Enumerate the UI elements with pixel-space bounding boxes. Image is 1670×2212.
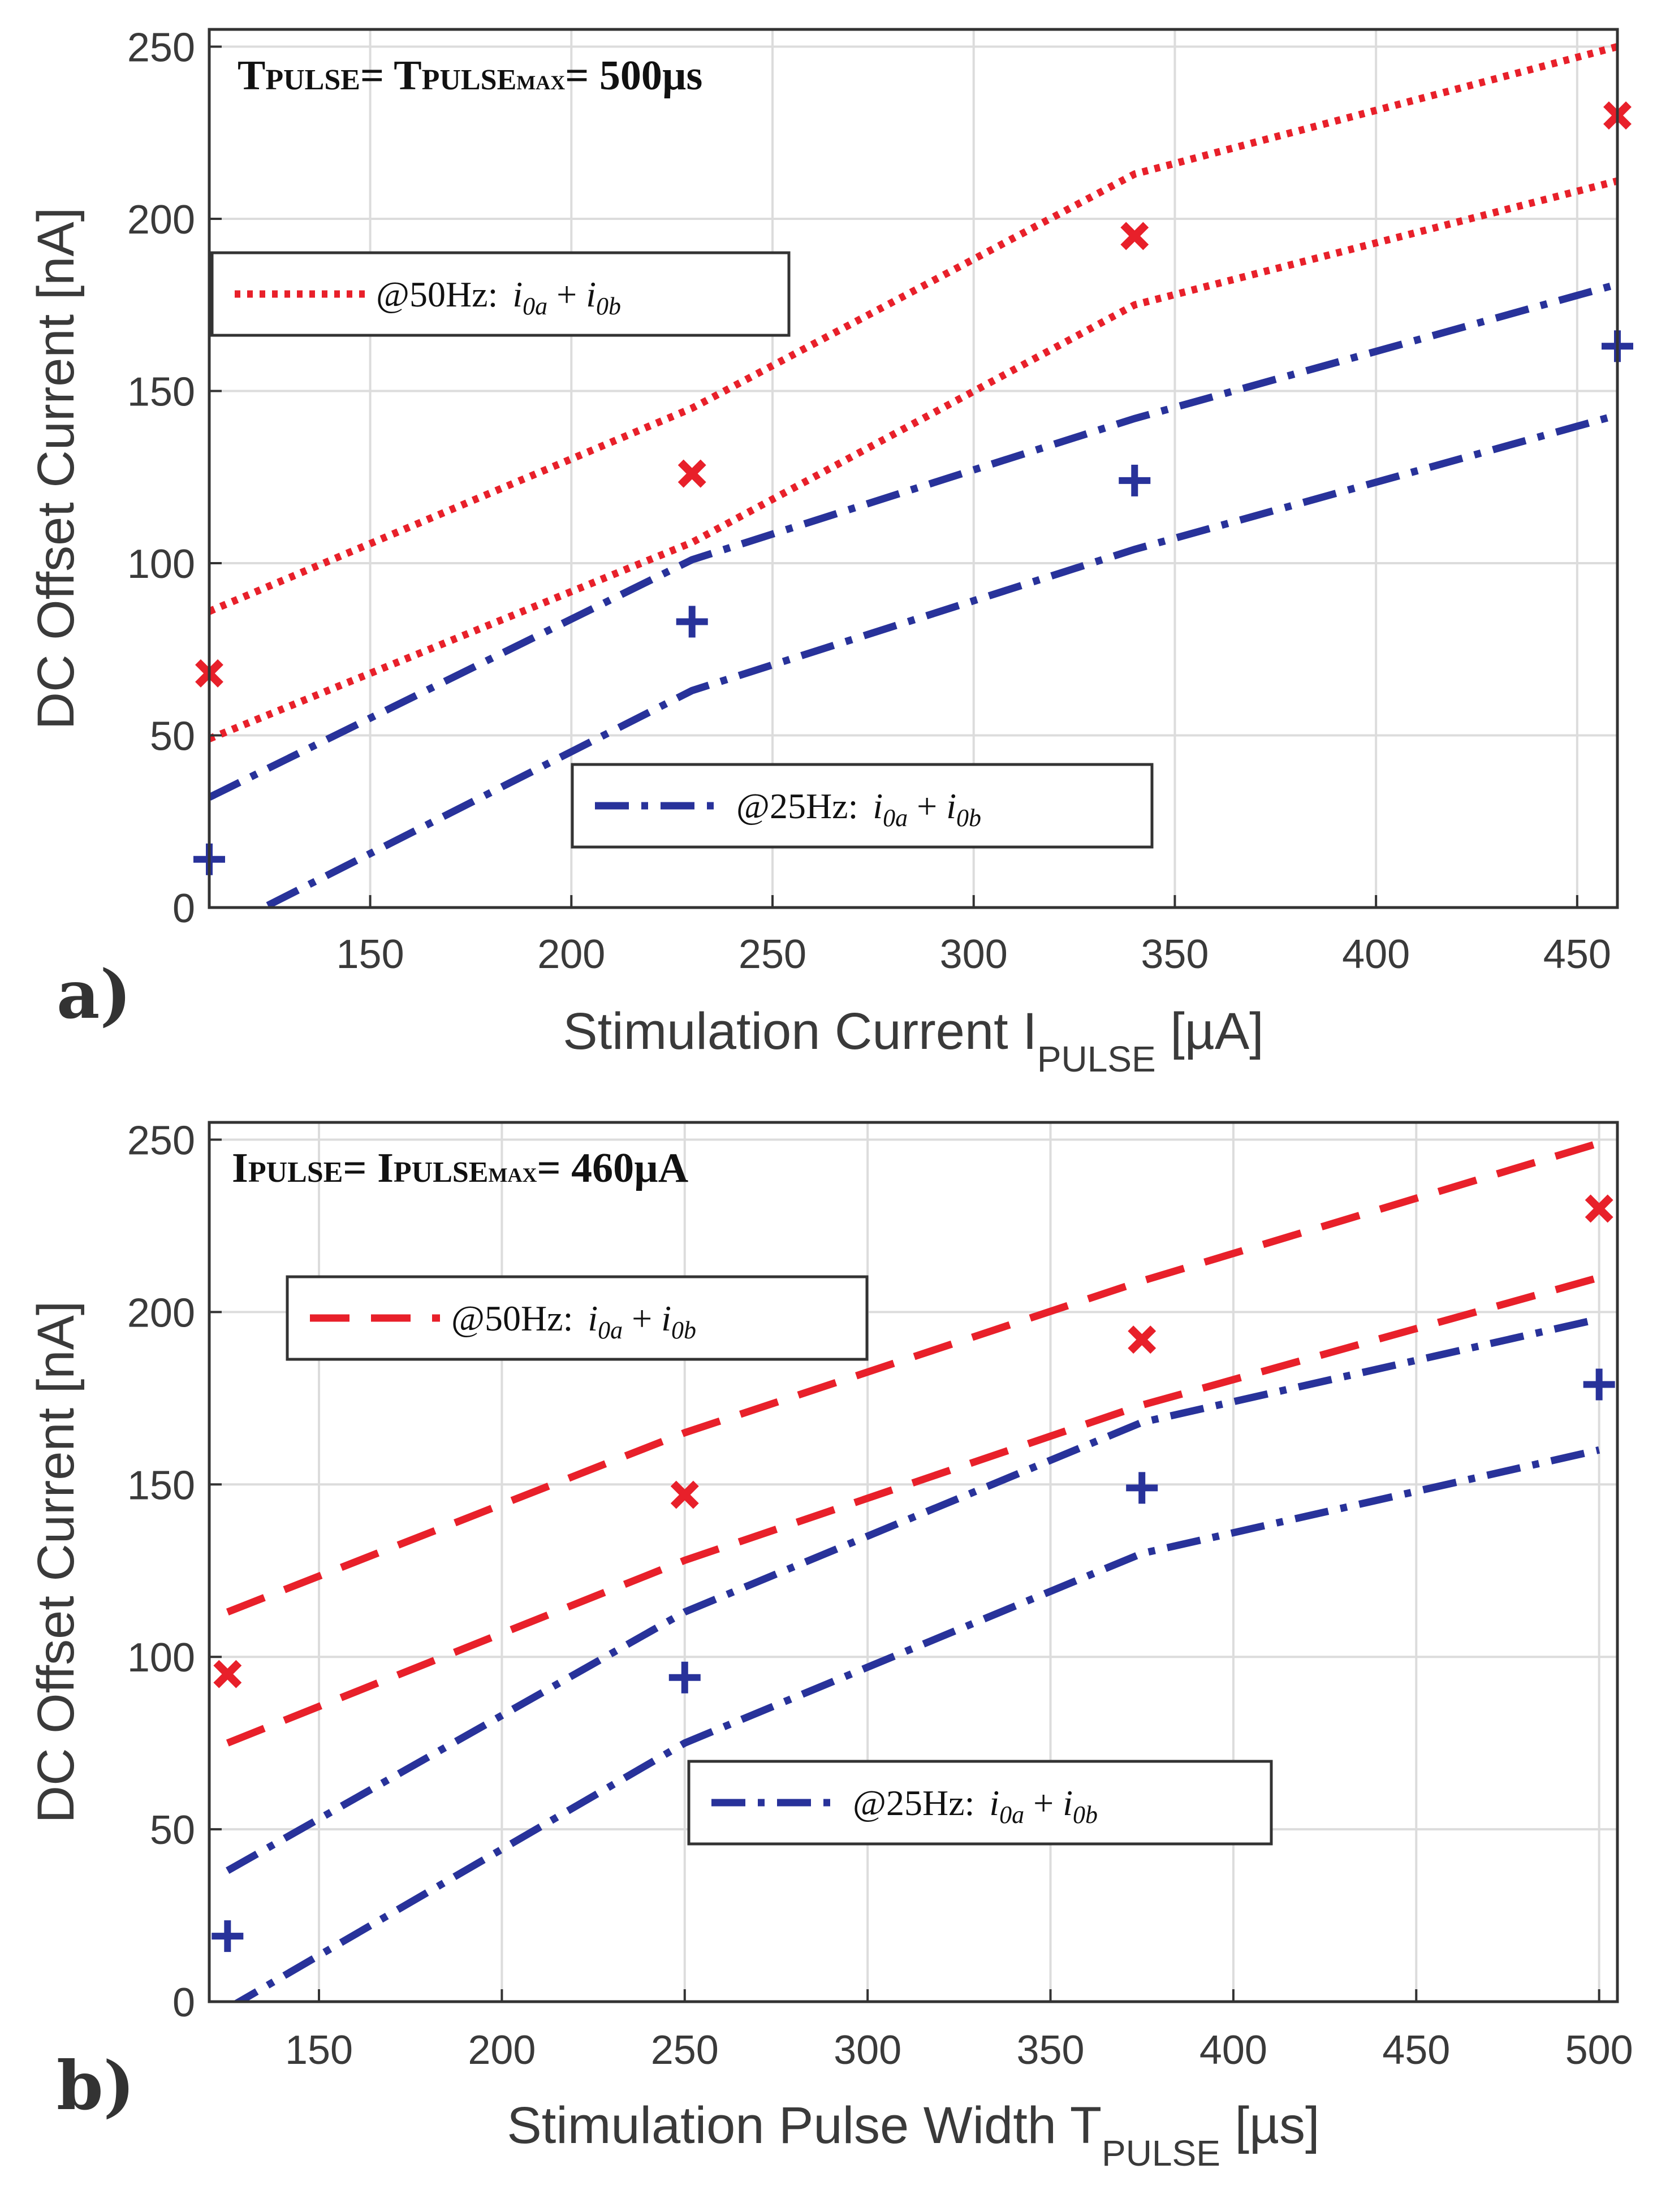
y-tick-label: 50 [150, 1808, 195, 1853]
axes-frame [208, 1121, 1619, 2003]
panel-label: b) [57, 2046, 135, 2125]
series-line--50hz-lower [209, 177, 1617, 742]
legend-25hz: @25Hz: i0a + i0b [687, 1760, 1273, 1846]
x-tick-label: 400 [1342, 932, 1410, 977]
plot-title: IPULSE= IPULSEMAX= 460µA [232, 1145, 688, 1191]
legend-50hz: @50Hz: i0a + i0b [210, 251, 791, 337]
plus-marker [1126, 1472, 1158, 1504]
panel-label: a) [57, 955, 131, 1034]
x-tick-label: 400 [1199, 2028, 1267, 2073]
x-tick-label: 150 [285, 2028, 353, 2073]
chart-panel-b: 150 200 250 300 350 400 450 500 0 50 100 150 200 250 I… [27, 1118, 1633, 2174]
x-tick-label: 200 [468, 2028, 536, 2073]
x-tick-label: 350 [1141, 932, 1209, 977]
plus-marker [1119, 464, 1151, 496]
y-tick-label: 50 [150, 714, 195, 759]
plus-marker [668, 1661, 701, 1693]
x-tick-label: 350 [1016, 2028, 1084, 2073]
cross-marker [678, 459, 706, 488]
y-axis-label: DC Offset Current [nA] [27, 1301, 85, 1824]
cross-marker [1585, 1194, 1613, 1223]
x-tick-label: 500 [1565, 2028, 1633, 2073]
series-line--25hz-lower [255, 411, 1617, 908]
axes-frame [208, 28, 1619, 909]
legend-box [210, 251, 791, 337]
plot-area [209, 29, 1617, 908]
legend-label: @25Hz: i0a + i0b [853, 1783, 1098, 1829]
y-tick-label: 250 [127, 25, 195, 70]
y-tick-label: 0 [172, 1980, 195, 2025]
series-line--25hz-upper [226, 1315, 1600, 1874]
x-tick-label: 250 [651, 2028, 719, 2073]
x-tick-label: 250 [739, 932, 806, 977]
legend-label: @50Hz: i0a + i0b [451, 1298, 696, 1344]
series-group [209, 43, 1617, 908]
x-tick-label: 200 [537, 932, 605, 977]
x-tick-label: 300 [834, 2028, 901, 2073]
plot-title: TPULSE= TPULSEMAX= 500µs [238, 53, 702, 99]
y-tick-label: 100 [127, 542, 195, 587]
plus-marker [1583, 1368, 1615, 1401]
series-line--50hz-lower [226, 1274, 1600, 1747]
y-tick-label: 150 [127, 369, 195, 414]
y-tick-label: 150 [127, 1463, 195, 1508]
x-tick-label: 450 [1543, 932, 1611, 977]
series-line--50hz-upper [209, 43, 1617, 615]
y-axis-label: DC Offset Current [nA] [27, 208, 85, 730]
cross-marker [213, 1660, 242, 1688]
series-line--50hz-upper [226, 1139, 1600, 1615]
x-tick-label: 150 [336, 932, 404, 977]
y-tick-label: 250 [127, 1118, 195, 1163]
cross-marker [670, 1480, 699, 1509]
legend-50hz: @50Hz: i0a + i0b [286, 1275, 869, 1361]
legend-label: @50Hz: i0a + i0b [376, 274, 621, 320]
x-axis-label: Stimulation Pulse Width TPULSE [µs] [507, 2097, 1319, 2174]
x-tick-label: 300 [940, 932, 1008, 977]
series-group [226, 1139, 1600, 2002]
chart-panel-a: 150 200 250 300 350 400 450 0 50 100 150 200 250 TPUL… [27, 25, 1633, 1079]
cross-marker [1128, 1325, 1157, 1354]
series-line--25hz-lower [232, 1446, 1600, 2002]
cross-marker [1120, 222, 1149, 250]
y-tick-label: 200 [127, 1290, 195, 1336]
legend-label: @25Hz: i0a + i0b [736, 786, 981, 832]
plot-area [209, 1122, 1617, 2002]
series-line--25hz-upper [209, 280, 1617, 801]
y-tick-label: 100 [127, 1635, 195, 1680]
legend-25hz: @25Hz: i0a + i0b [571, 763, 1154, 849]
y-tick-label: 200 [127, 197, 195, 243]
plus-marker [212, 1920, 244, 1952]
plus-marker [676, 606, 708, 638]
x-tick-label: 450 [1382, 2028, 1450, 2073]
x-axis-label: Stimulation Current IPULSE [µA] [563, 1003, 1264, 1079]
y-tick-label: 0 [172, 886, 195, 931]
